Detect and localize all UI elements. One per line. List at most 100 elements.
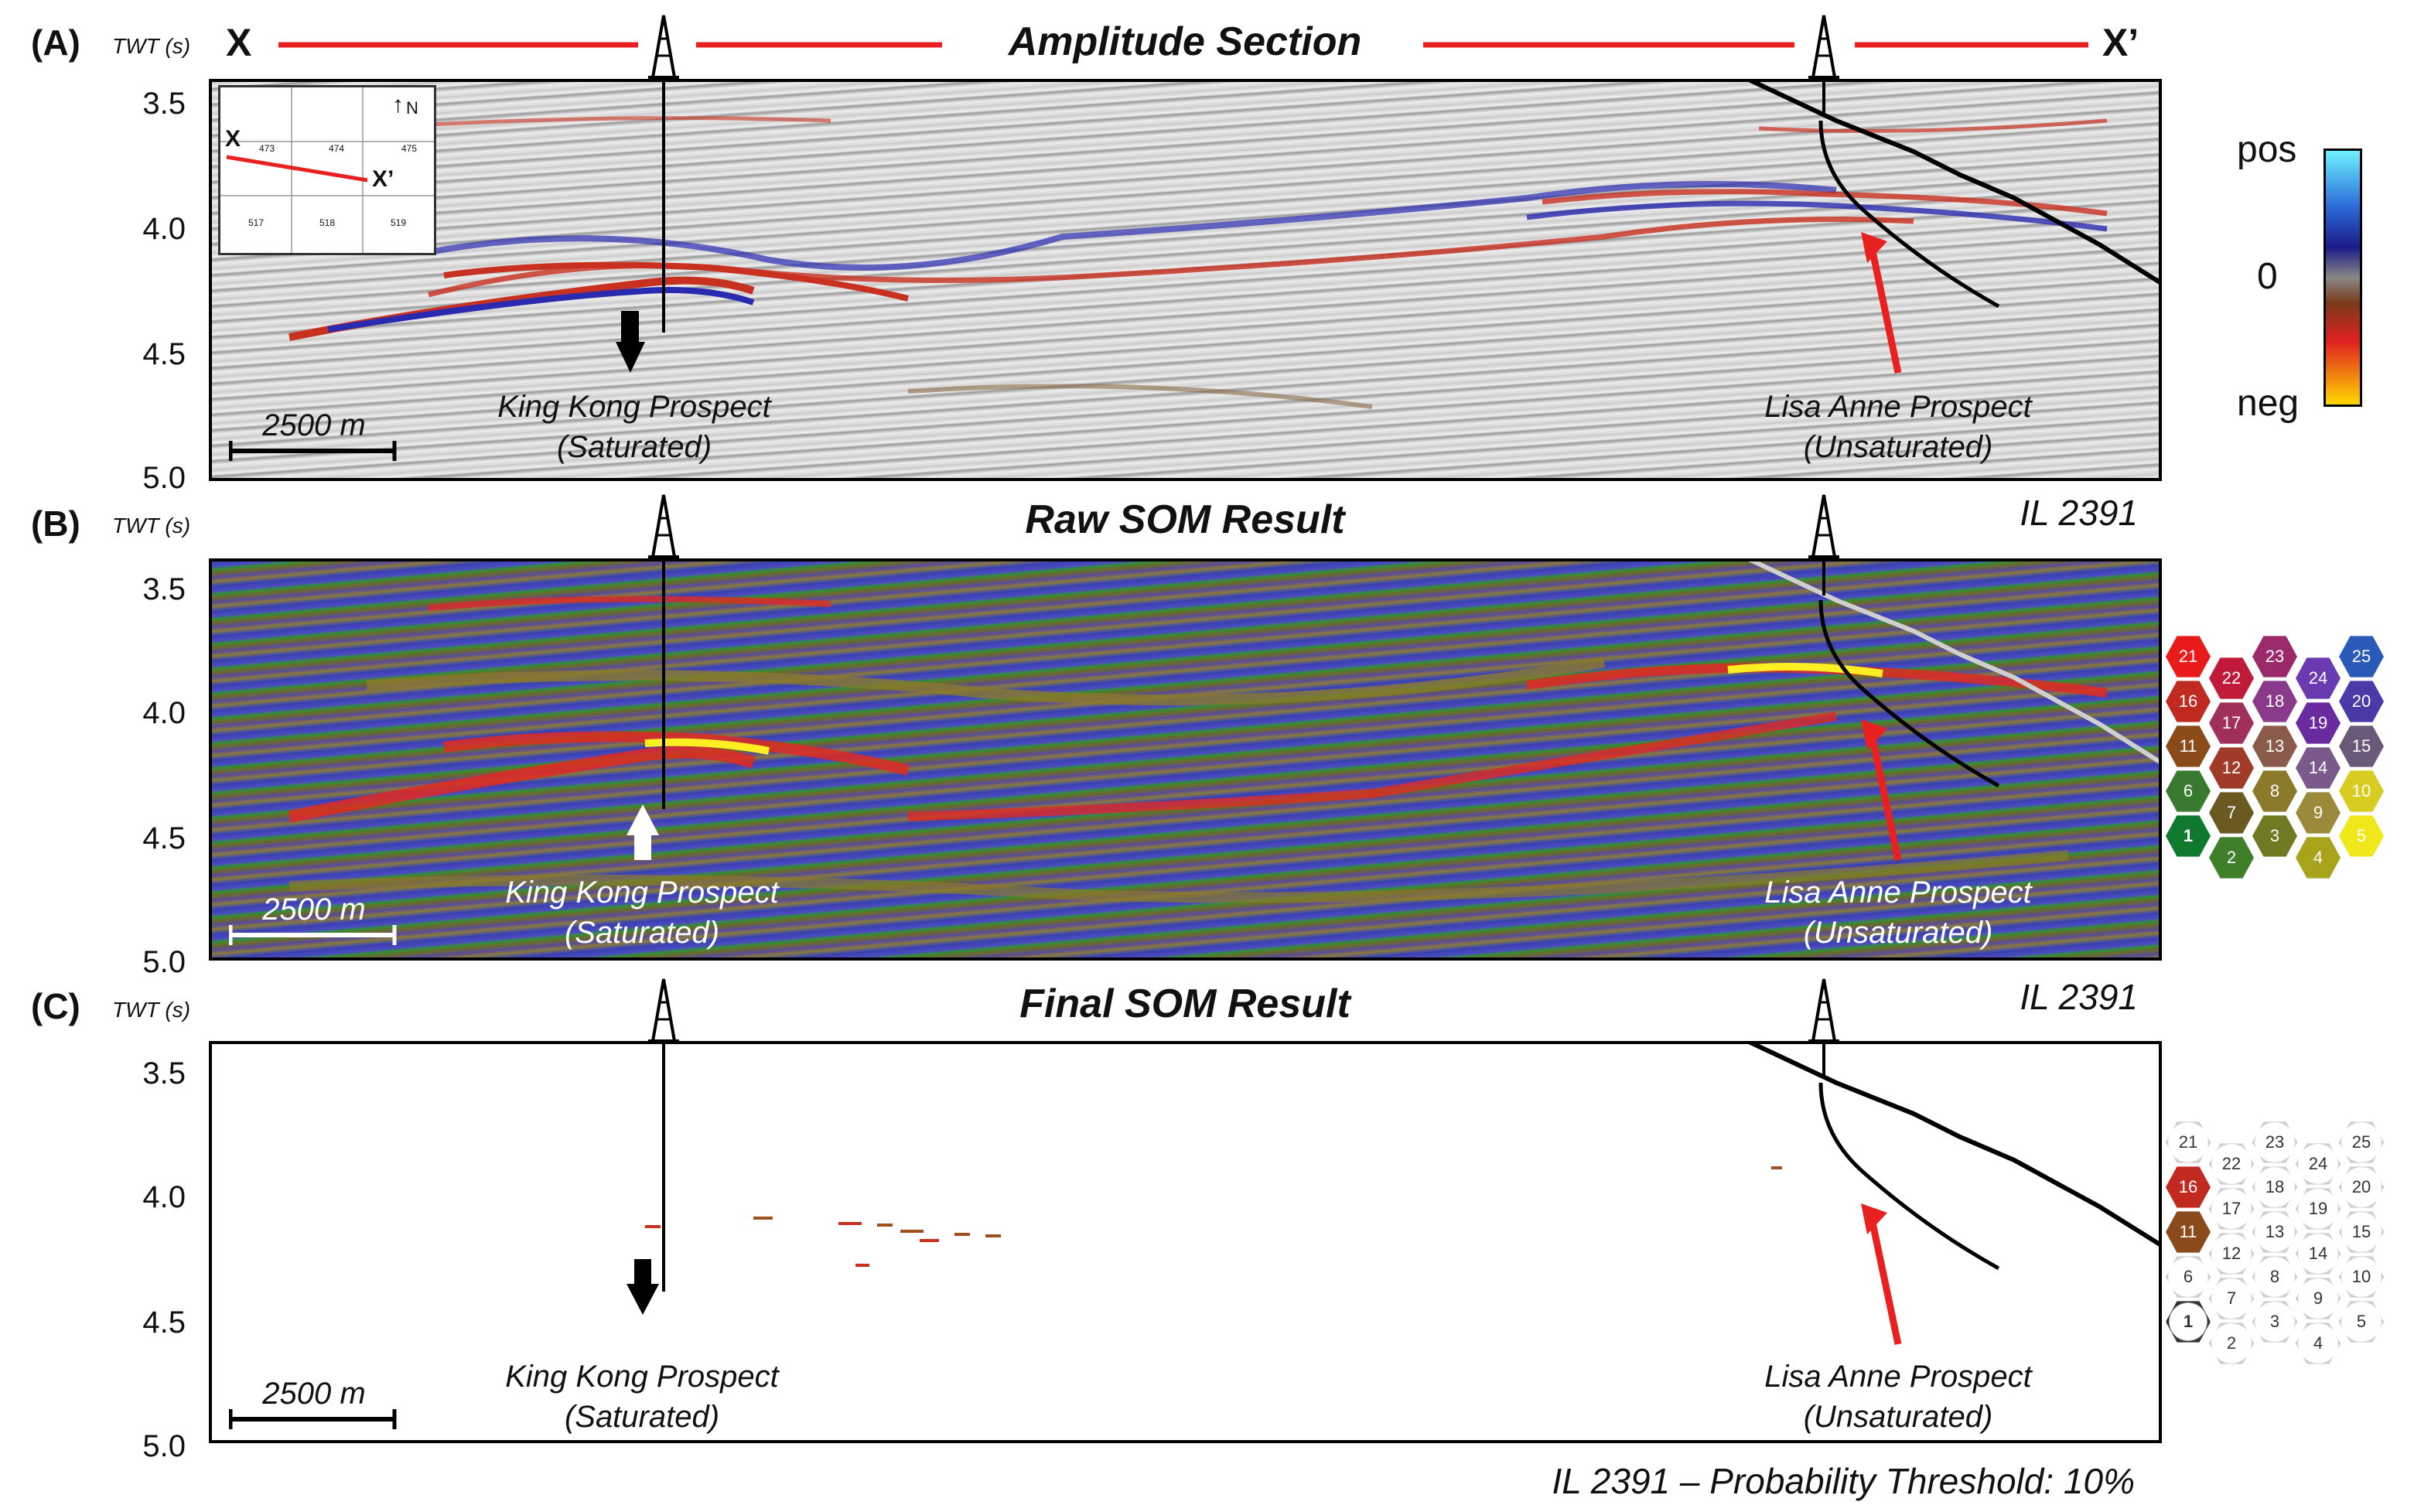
som-node-2: 2 bbox=[2209, 837, 2254, 879]
colorbar-pos-label: pos bbox=[2237, 129, 2297, 170]
panel-title-c: Final SOM Result bbox=[1019, 981, 1350, 1026]
som-node-22: 22 bbox=[2209, 657, 2254, 699]
tick-a-4: 5.0 bbox=[142, 461, 186, 495]
tick-a-2: 4.0 bbox=[142, 212, 186, 246]
il-label-c: IL 2391 bbox=[2020, 977, 2138, 1017]
king-kong-caption-b-2: (Saturated) bbox=[564, 916, 720, 950]
final-som-section bbox=[209, 1041, 2162, 1443]
som-node-17: 17 bbox=[2209, 1188, 2254, 1230]
lisa-anne-caption-a-2: (Unsaturated) bbox=[1803, 430, 1993, 464]
som-reflectors bbox=[288, 561, 2159, 903]
som-node-12: 12 bbox=[2209, 1233, 2254, 1275]
scale-bar-c bbox=[229, 1409, 397, 1429]
well-line bbox=[1822, 79, 1825, 116]
som-node-5: 5 bbox=[2339, 815, 2384, 857]
well-derrick-icon bbox=[648, 494, 679, 560]
king-kong-caption-a-2: (Saturated) bbox=[556, 430, 712, 464]
som-node-15: 15 bbox=[2339, 1211, 2384, 1253]
tick-b-2: 4.0 bbox=[142, 696, 186, 730]
som-node-24: 24 bbox=[2296, 1143, 2341, 1185]
inset-block-518: 518 bbox=[319, 217, 336, 228]
som-node-5: 5 bbox=[2339, 1301, 2384, 1343]
north-arrow-icon: ↑ bbox=[392, 92, 404, 118]
scale-bar-label-c: 2500 m bbox=[262, 1377, 366, 1411]
som-node-8: 8 bbox=[2252, 770, 2297, 812]
well-derrick-icon bbox=[648, 978, 679, 1044]
tick-c-2: 4.0 bbox=[142, 1180, 186, 1214]
lisa-anne-caption-b-1: Lisa Anne Prospect bbox=[1764, 875, 2032, 910]
som-node-23: 23 bbox=[2252, 1121, 2297, 1163]
som-node-13: 13 bbox=[2252, 1211, 2297, 1253]
panel-label-c: (C) bbox=[31, 986, 80, 1026]
som-node-9: 9 bbox=[2296, 1278, 2341, 1319]
som-node-15: 15 bbox=[2339, 725, 2384, 767]
som-node-7: 7 bbox=[2209, 1278, 2254, 1319]
inset-x-prime-label: X’ bbox=[372, 166, 394, 192]
inset-well-474: 474 bbox=[329, 143, 345, 154]
som-node-13: 13 bbox=[2252, 725, 2297, 767]
som-node-19: 19 bbox=[2296, 1188, 2341, 1230]
som-node-14: 14 bbox=[2296, 1233, 2341, 1275]
som-node-20: 20 bbox=[2339, 681, 2384, 722]
well-derrick-icon bbox=[1808, 978, 1839, 1044]
scale-bar-label-a: 2500 m bbox=[262, 408, 366, 442]
inset-well-475: 475 bbox=[401, 143, 418, 154]
il-label-b: IL 2391 bbox=[2020, 493, 2138, 533]
som-node-6: 6 bbox=[2166, 1256, 2211, 1298]
som-node-21: 21 bbox=[2166, 1121, 2211, 1163]
som-node-19: 19 bbox=[2296, 702, 2341, 744]
king-kong-caption-c-2: (Saturated) bbox=[564, 1400, 720, 1434]
scale-bar-a bbox=[229, 441, 397, 461]
x-start-label: X bbox=[226, 21, 252, 64]
som-node-1: 1 bbox=[2166, 1301, 2211, 1343]
well-derrick-icon bbox=[1808, 15, 1839, 80]
inset-map: X X’ N ↑ 473 474 475 517 518 519 bbox=[218, 85, 436, 255]
tick-b-4: 5.0 bbox=[142, 945, 186, 979]
inset-block-517: 517 bbox=[248, 217, 265, 228]
king-kong-caption-a-1: King Kong Prospect bbox=[497, 390, 771, 424]
tick-b-1: 3.5 bbox=[142, 572, 186, 606]
amplitude-section bbox=[209, 79, 2162, 481]
amplitude-colorbar bbox=[2324, 148, 2362, 407]
som-node-21: 21 bbox=[2166, 636, 2211, 677]
som-node-2: 2 bbox=[2209, 1323, 2254, 1364]
inset-block-519: 519 bbox=[391, 217, 407, 228]
king-kong-caption-b-1: King Kong Prospect bbox=[505, 875, 779, 910]
som-node-22: 22 bbox=[2209, 1143, 2254, 1185]
som-node-23: 23 bbox=[2252, 636, 2297, 677]
som-node-9: 9 bbox=[2296, 792, 2341, 834]
tick-c-1: 3.5 bbox=[142, 1056, 186, 1090]
final-som-marks bbox=[645, 1044, 2159, 1271]
scale-bar-label-b: 2500 m bbox=[262, 893, 366, 927]
som-node-16: 16 bbox=[2166, 681, 2211, 722]
colorbar-zero-label: 0 bbox=[2257, 256, 2278, 297]
inset-x-label: X bbox=[225, 126, 241, 152]
tick-c-3: 4.5 bbox=[142, 1306, 186, 1340]
lisa-anne-caption-c-1: Lisa Anne Prospect bbox=[1764, 1360, 2032, 1394]
panel-title-a: Amplitude Section bbox=[1008, 19, 1362, 64]
som-node-17: 17 bbox=[2209, 702, 2254, 744]
lisa-anne-caption-a-1: Lisa Anne Prospect bbox=[1764, 390, 2032, 424]
raw-som-section bbox=[209, 558, 2162, 961]
som-node-11: 11 bbox=[2166, 1211, 2211, 1253]
king-kong-caption-c-1: King Kong Prospect bbox=[505, 1360, 779, 1394]
tick-a-3: 4.5 bbox=[142, 337, 186, 371]
som-node-1: 1 bbox=[2166, 815, 2211, 857]
inset-north-label: N bbox=[406, 98, 418, 118]
som-node-3: 3 bbox=[2252, 815, 2297, 857]
som-node-18: 18 bbox=[2252, 1166, 2297, 1208]
well-derrick-icon bbox=[1808, 494, 1839, 560]
som-node-11: 11 bbox=[2166, 725, 2211, 767]
tick-a-1: 3.5 bbox=[142, 87, 186, 121]
well-line bbox=[662, 1041, 665, 1292]
som-hex-legend-final: 21 22 23 24 25 16 17 18 19 20 11 12 13 14 15 6 7 8 9 10 1 2 3 4… bbox=[2166, 1120, 2405, 1375]
som-hex-legend-raw: 21 22 23 24 25 16 17 18 19 20 11 12 13 14 15 6 7 8 9 10 1 2 3 4… bbox=[2166, 634, 2405, 889]
som-node-20: 20 bbox=[2339, 1166, 2384, 1208]
som-node-8: 8 bbox=[2252, 1256, 2297, 1298]
twt-label-b: TWT (s) bbox=[112, 514, 191, 538]
lisa-anne-caption-c-2: (Unsaturated) bbox=[1803, 1400, 1993, 1434]
